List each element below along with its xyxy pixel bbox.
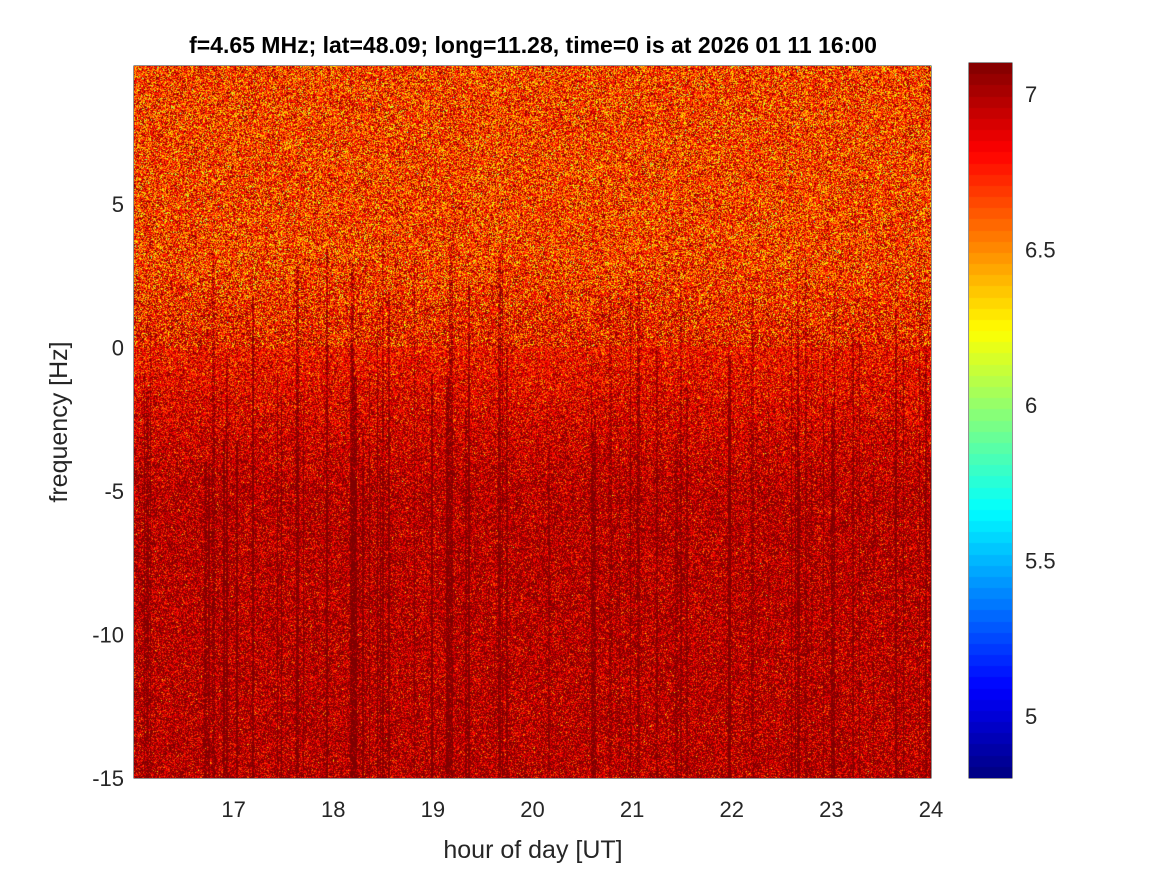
x-tick-label: 24	[919, 797, 943, 822]
y-tick-label: -15	[92, 766, 124, 791]
y-axis-label: frequency [Hz]	[45, 341, 73, 502]
spectrogram-image	[134, 66, 931, 778]
colorbar-tick-label: 5.5	[1025, 548, 1056, 573]
x-tick-label: 19	[421, 797, 445, 822]
chart-title: f=4.65 MHz; lat=48.09; long=11.28, time=…	[189, 32, 877, 58]
colorbar-tick-label: 5	[1025, 704, 1037, 729]
x-tick-label: 21	[620, 797, 644, 822]
x-tick-label: 18	[321, 797, 345, 822]
colorbar-tick-label: 6.5	[1025, 238, 1056, 263]
x-axis-label: hour of day [UT]	[443, 836, 622, 864]
y-tick-label: 5	[112, 192, 124, 217]
x-tick-label: 23	[819, 797, 843, 822]
x-tick-label: 22	[720, 797, 744, 822]
y-tick-label: -10	[92, 622, 124, 647]
x-tick-label: 17	[221, 797, 245, 822]
y-axis-ticks: -15 -10 -5 0 5	[92, 192, 931, 791]
x-tick-label: 20	[520, 797, 544, 822]
x-axis-ticks: 17 18 19 20 21 22 23 24	[221, 66, 943, 822]
colorbar-gradient	[969, 63, 1012, 778]
colorbar-tick-label: 6	[1025, 393, 1037, 418]
colorbar-tick-label: 7	[1025, 82, 1037, 107]
y-tick-label: 0	[112, 335, 124, 360]
y-tick-label: -5	[104, 479, 124, 504]
